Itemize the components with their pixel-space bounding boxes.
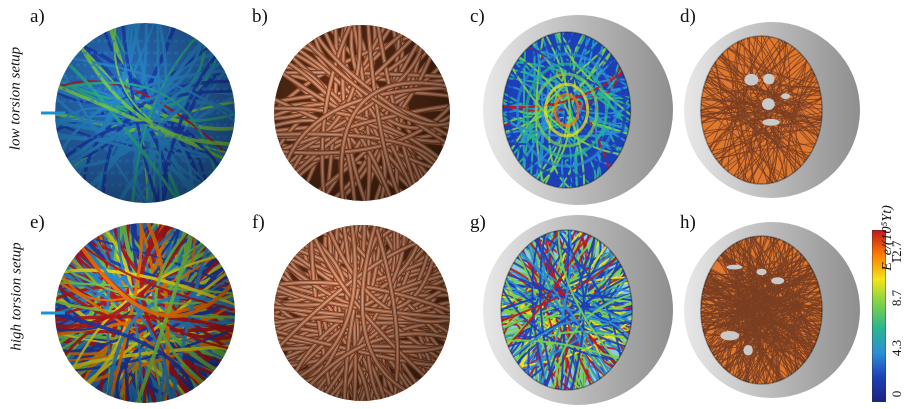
panel-letter-f: f): [252, 212, 265, 233]
panel-e-sphere: [41, 223, 235, 403]
panel-c-sphere: [483, 15, 673, 205]
row-label-low-torsion: low torsion setup: [7, 46, 24, 151]
panel-letter-h: h): [680, 212, 696, 233]
panel-f-sphere: [274, 225, 450, 401]
panel-e-image: [40, 218, 250, 408]
panel-b-sphere: [274, 25, 450, 201]
panel-letter-b: b): [252, 6, 268, 27]
colorbar-gradient: [872, 230, 886, 402]
colorbar: [872, 230, 886, 402]
panel-d-image: [682, 10, 862, 208]
panel-letter-e: e): [30, 212, 45, 233]
panel-h-sphere: [684, 222, 860, 398]
colorbar-tick-12-7: 12.7: [889, 240, 904, 264]
panel-c-image: [478, 10, 678, 208]
colorbar-tick-8-7: 8.7: [889, 289, 904, 307]
row-label-high-torsion: high torsion setup: [8, 242, 25, 351]
panel-letter-d: d): [680, 6, 696, 27]
panel-letter-g: g): [470, 212, 486, 233]
panel-letter-a: a): [30, 6, 45, 27]
panel-b-image: [262, 18, 462, 208]
colorbar-tick-0: 0: [889, 390, 904, 398]
panel-letter-c: c): [470, 6, 485, 27]
panel-a-image: [40, 18, 250, 208]
panel-f-image: [262, 218, 462, 408]
panel-g-image: [478, 212, 678, 408]
panel-d-sphere: [684, 22, 860, 198]
panel-h-image: [682, 212, 862, 408]
panel-a-sphere: [41, 23, 235, 203]
panel-g-sphere: [483, 215, 673, 405]
colorbar-tick-4-3: 4.3: [889, 339, 904, 357]
